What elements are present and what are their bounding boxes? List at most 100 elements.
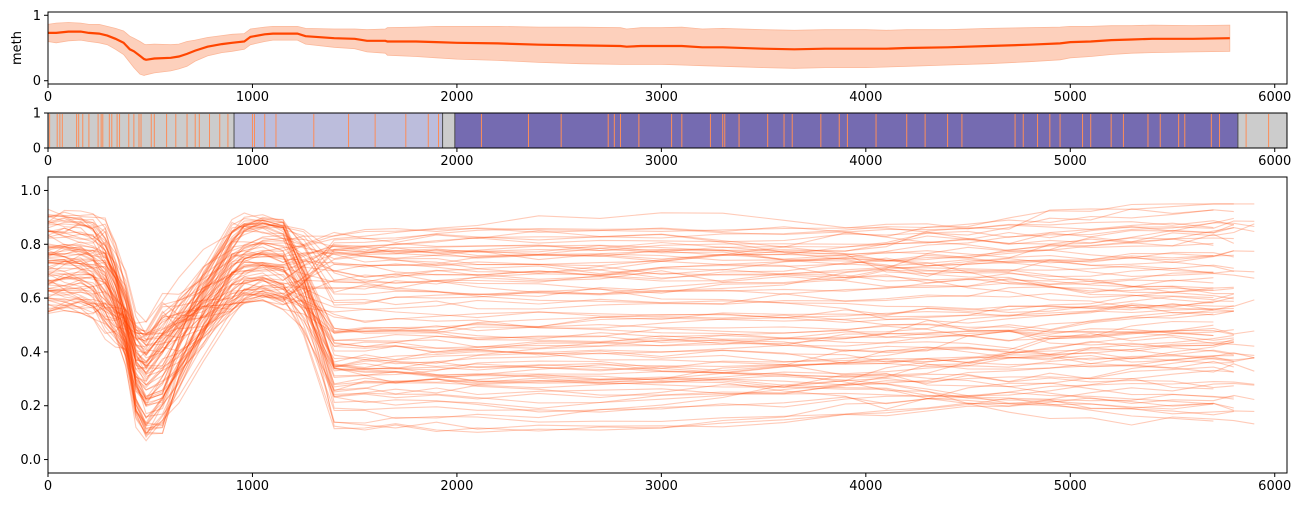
sample-line bbox=[47, 217, 1214, 410]
panel1-ytick-label: 1 bbox=[33, 9, 41, 24]
panel1-xtick-label: 5000 bbox=[1054, 90, 1087, 105]
sample-line bbox=[47, 222, 1214, 324]
sample-line bbox=[47, 217, 1234, 368]
sample-line bbox=[47, 289, 1214, 413]
panel1-frame bbox=[47, 11, 1288, 85]
panel1-xtick-label: 6000 bbox=[1258, 90, 1291, 105]
sample-line bbox=[47, 212, 1234, 409]
panel3-xtick-label: 2000 bbox=[440, 479, 473, 494]
region-track-panel: 0 1000 2000 3000 4000 5000 6000 0 1 bbox=[33, 107, 1292, 170]
sample-line bbox=[47, 233, 1214, 367]
sample-line bbox=[47, 245, 1234, 431]
panel3-xtick-label: 6000 bbox=[1258, 479, 1291, 494]
sample-line bbox=[47, 256, 1214, 349]
sample-line bbox=[47, 226, 1214, 399]
sample-line bbox=[47, 277, 1214, 435]
sample-line bbox=[47, 217, 1255, 426]
sample-line bbox=[47, 241, 1234, 391]
sample-line bbox=[48, 266, 1214, 356]
panel2-ytick-label: 0 bbox=[33, 142, 41, 157]
sample-line bbox=[47, 220, 1234, 359]
sample-line bbox=[47, 213, 1234, 336]
sample-line bbox=[47, 213, 1234, 398]
sample-line bbox=[47, 280, 1234, 424]
confidence-band bbox=[47, 22, 1231, 76]
sample-line bbox=[47, 250, 1234, 342]
sample-line bbox=[47, 208, 1255, 433]
sample-line bbox=[47, 218, 1234, 415]
sample-line bbox=[47, 221, 1234, 409]
sample-line bbox=[47, 227, 1255, 353]
sample-line bbox=[47, 253, 1214, 427]
sample-line bbox=[47, 221, 1255, 415]
sample-line bbox=[47, 290, 1234, 416]
sample-line bbox=[47, 223, 1255, 407]
panel3-xtick-label: 0 bbox=[44, 479, 52, 494]
sample-line bbox=[47, 227, 1255, 350]
sample-line bbox=[47, 227, 1234, 346]
methylation-mean-panel: 0 1000 2000 3000 4000 5000 6000 0 1 meth bbox=[10, 9, 1291, 105]
sample-line bbox=[47, 209, 1234, 407]
sample-line bbox=[47, 230, 1214, 342]
sample-line bbox=[47, 249, 1214, 332]
sample-line bbox=[47, 227, 1234, 386]
sample-line bbox=[47, 253, 1234, 388]
sample-line bbox=[47, 214, 1235, 340]
sample-line bbox=[47, 247, 1255, 374]
panel1-ylabel: meth bbox=[10, 31, 25, 65]
sample-line bbox=[47, 263, 1255, 382]
sample-line bbox=[47, 276, 1255, 381]
sample-line bbox=[47, 215, 1234, 408]
panel3-frame bbox=[47, 176, 1288, 474]
sample-line bbox=[47, 271, 1214, 391]
region-block bbox=[442, 112, 456, 149]
panel2-xtick-label: 5000 bbox=[1054, 154, 1087, 169]
sample-line bbox=[47, 214, 1234, 406]
sample-line bbox=[47, 230, 1214, 370]
panel3-ytick-label: 0.2 bbox=[20, 399, 41, 414]
sample-line bbox=[47, 244, 1214, 363]
sample-line bbox=[47, 294, 1255, 387]
sample-line bbox=[47, 221, 1234, 400]
sample-line bbox=[47, 259, 1234, 426]
sample-line bbox=[47, 264, 1234, 434]
sample-line bbox=[47, 212, 1234, 429]
panel3-xtick-label: 1000 bbox=[236, 479, 269, 494]
panel1-xtick-label: 4000 bbox=[849, 90, 882, 105]
sample-line bbox=[47, 246, 1255, 433]
sample-line bbox=[47, 272, 1234, 348]
sample-line bbox=[47, 258, 1234, 404]
sample-line bbox=[47, 223, 1234, 434]
sample-line bbox=[47, 237, 1214, 422]
sample-line bbox=[47, 231, 1234, 347]
panel2-xtick-label: 2000 bbox=[440, 154, 473, 169]
sample-line bbox=[47, 220, 1255, 363]
panel1-xtick-label: 3000 bbox=[645, 90, 678, 105]
sample-line bbox=[47, 252, 1234, 439]
panel3-xtick-label: 4000 bbox=[849, 479, 882, 494]
sample-line bbox=[47, 254, 1214, 430]
sample-line bbox=[47, 249, 1255, 368]
sample-line bbox=[47, 236, 1214, 419]
sample-line bbox=[47, 234, 1234, 400]
sample-line bbox=[47, 222, 1214, 357]
sample-line bbox=[47, 223, 1255, 413]
sample-line bbox=[47, 283, 1234, 355]
sample-line bbox=[47, 216, 1234, 376]
sample-line bbox=[47, 219, 1234, 402]
region-block bbox=[1237, 112, 1288, 149]
region-block bbox=[454, 112, 1239, 149]
sample-line bbox=[47, 217, 1234, 418]
panel1-xtick-label: 1000 bbox=[236, 90, 269, 105]
region-block bbox=[233, 112, 444, 149]
panel3-ytick-label: 0.8 bbox=[20, 238, 41, 253]
sample-line bbox=[47, 227, 1234, 427]
panel3-xtick-label: 3000 bbox=[645, 479, 678, 494]
mean-line bbox=[48, 30, 1230, 61]
panel2-ytick-label: 1 bbox=[33, 107, 41, 122]
sample-line bbox=[47, 218, 1234, 386]
sample-line bbox=[47, 253, 1255, 430]
panel2-xtick-label: 0 bbox=[44, 154, 52, 169]
panel1-xtick-label: 0 bbox=[44, 90, 52, 105]
